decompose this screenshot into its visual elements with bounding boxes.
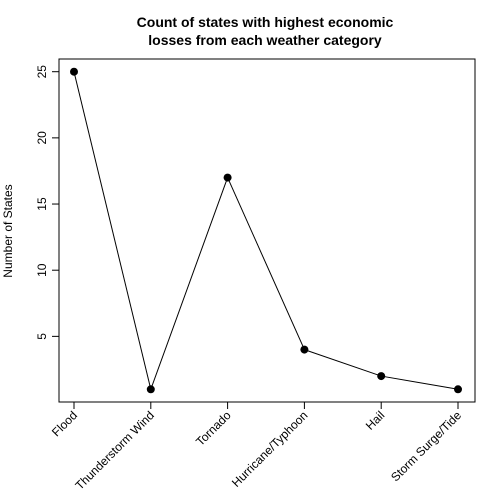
chart-title-line-1: Count of states with highest economic — [137, 14, 394, 30]
series-line-segment — [227, 177, 305, 350]
data-series — [70, 67, 462, 394]
x-tick-label: Tornado — [193, 408, 234, 449]
x-tick-label: Storm Surge/Tide — [388, 408, 464, 484]
data-point — [454, 385, 462, 394]
series-line-segment — [73, 71, 152, 390]
data-point — [146, 385, 155, 394]
plot-frame — [58, 58, 476, 403]
y-axis-label: Number of States — [1, 184, 15, 277]
y-axis: 5 10 15 20 25 — [35, 65, 59, 340]
x-tick-label: Hail — [363, 408, 388, 433]
x-tick-label: Flood — [49, 408, 80, 439]
y-tick-label: 10 — [35, 263, 49, 277]
y-tick-label: 20 — [35, 131, 49, 145]
y-tick-label: 5 — [35, 333, 49, 340]
chart-title-line-2: losses from each weather category — [148, 32, 382, 48]
y-tick-label: 25 — [35, 65, 49, 79]
series-line-segment — [304, 349, 382, 377]
series-line-segment — [150, 177, 229, 390]
x-tick-label: Thunderstorm Wind — [73, 408, 157, 492]
data-point — [223, 173, 232, 182]
data-point — [377, 372, 386, 381]
y-tick-label: 15 — [35, 197, 49, 211]
x-tick-label: Hurricane/Typhoon — [229, 408, 311, 490]
series-line-segment — [381, 375, 459, 390]
data-point — [70, 67, 78, 76]
data-point — [300, 345, 309, 354]
